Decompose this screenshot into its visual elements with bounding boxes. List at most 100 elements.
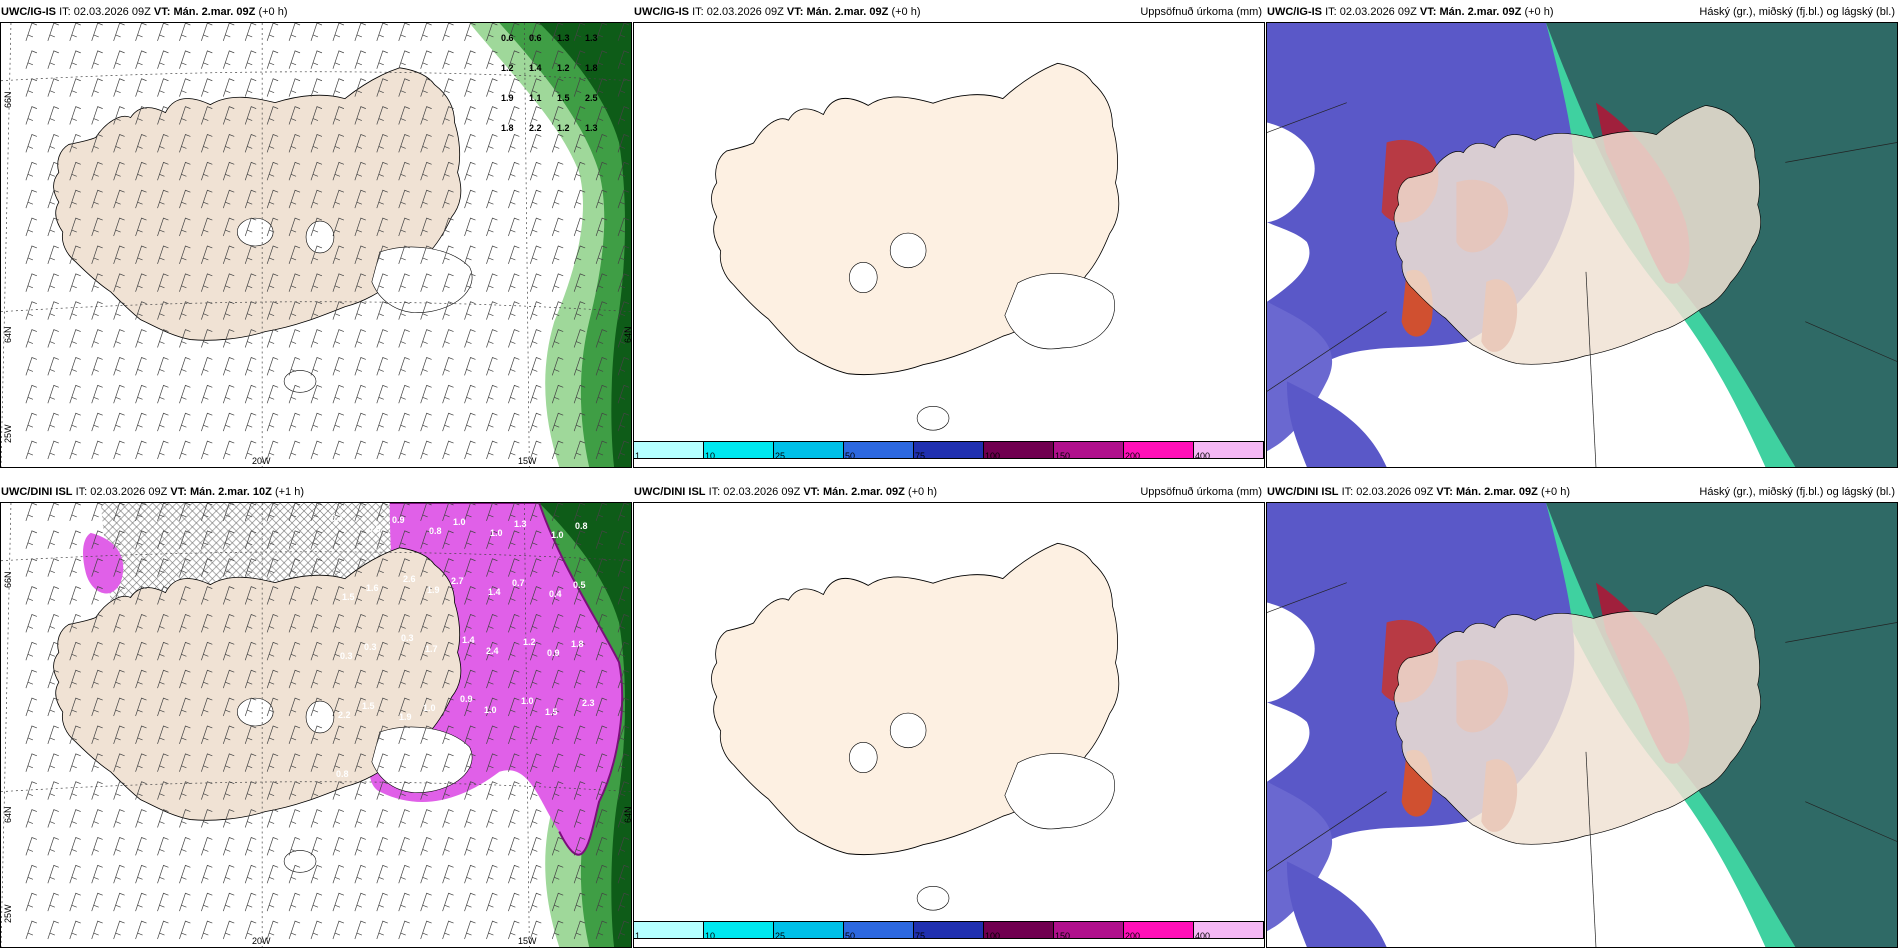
vt-label: VT: [1436,486,1453,498]
precip-map [710,62,1120,431]
legend-tick: 200 [1125,451,1141,461]
legend-tick: 25 [775,931,786,941]
valid-time: Mán. 2.mar. 09Z [1455,486,1538,498]
panel-title: UWC/DINI ISL IT: 02.03.2026 09Z VT: Mán.… [1266,486,1898,502]
model-name: UWC/DINI ISL [1,486,73,498]
map-panel: UWC/DINI ISL IT: 02.03.2026 09Z VT: Mán.… [0,480,632,948]
legend-swatch [774,922,844,938]
legend-swatch [844,442,914,458]
legend-swatch [1194,922,1264,938]
wind-value-label: 1.8 [585,63,598,73]
legend-tick: 400 [1195,451,1211,461]
init-time: 02.03.2026 09Z [1339,6,1417,18]
lon-label-20: 20W [252,936,271,946]
wind-value-label: 0.7 [331,513,344,523]
panel-title-left: UWC/IG-IS IT: 02.03.2026 09Z VT: Mán. 2.… [634,6,921,18]
wind-value-label: 1.3 [585,33,598,43]
wind-value-label: 2.4 [486,646,499,656]
legend-swatch [914,442,984,458]
valid-time: Mán. 2.mar. 09Z [822,486,905,498]
wind-value-label: 0.9 [547,648,560,658]
map-panel: UWC/IG-IS IT: 02.03.2026 09Z VT: Mán. 2.… [1266,0,1898,468]
init-time: 02.03.2026 09Z [723,486,801,498]
vt-label: VT: [803,486,820,498]
lat-label-64-right: 64N [623,806,632,823]
legend-swatch [1124,442,1194,458]
it-label: IT: [708,486,721,498]
wind-value-label: 0.6 [501,33,514,43]
wind-value-label: 0.8 [336,769,349,779]
map-frame: 66N 64N 25W 64N 0.6 0.6 1.3 1.3 1.2 1.4 1.2 1.8 1.9 1… [0,22,632,468]
legend-tick: 1 [635,931,641,941]
precip-legend-ticks: 1 10 25 50 75 100 150 200 400 [635,451,1265,463]
precip-legend-ticks: 1 10 25 50 75 100 150 200 400 [635,931,1265,943]
lon-label-20: 20W [252,456,271,466]
valid-time: Mán. 2.mar. 09Z [1439,6,1522,18]
legend-tick: 100 [985,451,1001,461]
wind-map [1,23,631,467]
field-title: Háský (gr.), miðský (fj.bl.) og lágský (… [1699,6,1895,18]
precip-map [710,542,1120,911]
wind-value-label: 1.5 [362,701,375,711]
legend-tick: 1 [635,451,641,461]
wind-value-label: 1.5 [545,707,558,717]
legend-swatch [1054,922,1124,938]
legend-swatch [844,922,914,938]
init-time: 02.03.2026 09Z [90,486,168,498]
forecast-offset: (+0 h) [891,6,921,18]
panel-title: UWC/IG-IS IT: 02.03.2026 09Z VT: Mán. 2.… [0,6,632,22]
legend-tick: 200 [1125,931,1141,941]
valid-time: Mán. 2.mar. 09Z [806,6,889,18]
forecast-offset: (+0 h) [258,6,288,18]
model-name: UWC/IG-IS [1,6,56,18]
wind-value-label: 1.9 [427,585,440,595]
it-label: IT: [1325,6,1337,18]
map-panel: UWC/IG-IS IT: 02.03.2026 09Z VT: Mán. 2.… [633,0,1265,468]
wind-value-label: 0.7 [512,578,525,588]
wind-value-label: 1.8 [571,639,584,649]
lat-label-64-right: 64N [623,326,632,343]
map-frame: 66N 64N 25W 64N 0.7 0.8 0.9 0.8 1.0 1.0 1.3 1.0 0.8 1… [0,502,632,948]
lat-label-66: 66N [3,91,13,108]
it-label: IT: [75,486,88,498]
map-frame [1266,502,1898,948]
legend-tick: 150 [1055,931,1071,941]
wind-value-label: 0.9 [460,694,473,704]
lon-label-15: 15W [518,936,537,946]
wind-value-label: 0.8 [429,526,442,536]
legend-tick: 75 [915,931,926,941]
wind-value-label: 2.7 [451,576,464,586]
legend-tick: 10 [705,451,716,461]
map-panel: UWC/IG-IS IT: 02.03.2026 09Z VT: Mán. 2.… [0,0,632,468]
wind-value-label: 1.4 [462,635,475,645]
forecast-offset: (+0 h) [1540,486,1570,498]
model-name: UWC/DINI ISL [1267,486,1339,498]
wind-value-label: 1.0 [490,528,503,538]
model-name: UWC/IG-IS [1267,6,1322,18]
lon-label-25: 25W [3,424,13,443]
init-time: 02.03.2026 09Z [706,6,784,18]
panel-title-left: UWC/DINI ISL IT: 02.03.2026 09Z VT: Mán.… [1,486,304,498]
wind-value-label: 0.3 [401,633,414,643]
wind-value-label: 1.2 [501,63,514,73]
legend-tick: 100 [985,931,1001,941]
wind-value-label: 1.0 [423,703,436,713]
wind-value-label: 1.3 [557,33,570,43]
legend-tick: 10 [705,931,716,941]
lon-label-15: 15W [518,456,537,466]
model-name: UWC/IG-IS [634,6,689,18]
legend-tick: 50 [845,451,856,461]
legend-swatch [1194,442,1264,458]
map-panel: UWC/DINI ISL IT: 02.03.2026 09Z VT: Mán.… [633,480,1265,948]
wind-value-label: 2.2 [529,123,542,133]
legend-tick: 25 [775,451,786,461]
valid-time: Mán. 2.mar. 10Z [189,486,272,498]
wind-value-label: 1.0 [453,517,466,527]
wind-value-label: 1.3 [585,123,598,133]
forecast-offset: (+1 h) [274,486,304,498]
field-title: Háský (gr.), miðský (fj.bl.) og lágský (… [1699,486,1895,498]
panel-title-left: UWC/DINI ISL IT: 02.03.2026 09Z VT: Mán.… [1267,486,1570,498]
legend-tick: 400 [1195,931,1211,941]
map-frame [633,22,1265,468]
panel-title-left: UWC/IG-IS IT: 02.03.2026 09Z VT: Mán. 2.… [1267,6,1554,18]
